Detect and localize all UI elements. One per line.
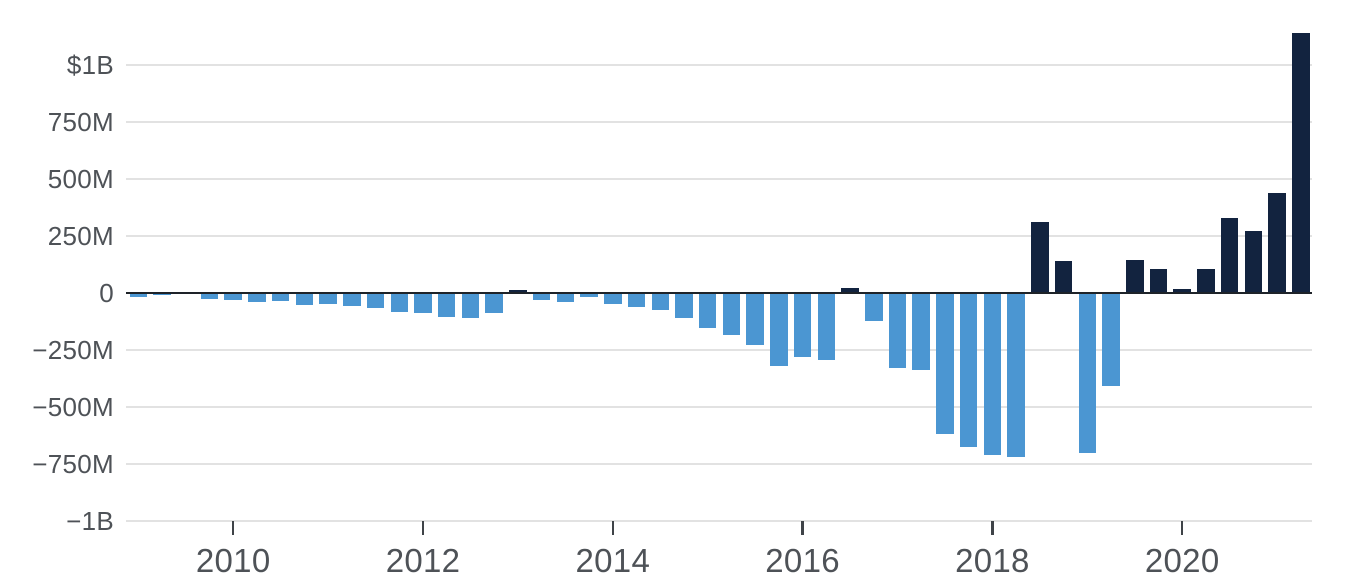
bar-2018-Q1[interactable] bbox=[983, 293, 1002, 455]
gridline-1000M bbox=[126, 64, 1312, 66]
bar-2015-Q1[interactable] bbox=[698, 293, 717, 329]
x-tick-2010 bbox=[231, 521, 235, 535]
bar-2016-Q2[interactable] bbox=[817, 293, 836, 360]
x-tick-2014 bbox=[611, 521, 615, 535]
bar-2016-Q3[interactable] bbox=[841, 288, 859, 293]
zero-axis-line bbox=[126, 291, 1312, 295]
bar-2013-Q2[interactable] bbox=[532, 293, 551, 300]
bar-2011-Q3[interactable] bbox=[366, 293, 385, 308]
x-tick-2016 bbox=[801, 521, 804, 535]
x-tick-2012 bbox=[421, 521, 425, 535]
x-tick-2018 bbox=[991, 521, 994, 535]
bar-2012-Q3[interactable] bbox=[461, 293, 480, 319]
bar-2014-Q4[interactable] bbox=[675, 293, 693, 318]
bar-2009-Q1[interactable] bbox=[129, 293, 148, 297]
bar-2017-Q1[interactable] bbox=[888, 293, 907, 369]
gridline-250M bbox=[126, 235, 1312, 237]
bar-2020-Q2[interactable] bbox=[1197, 269, 1215, 293]
y-axis-tick-label: 500M bbox=[47, 164, 114, 194]
bar-2013-Q1[interactable] bbox=[509, 290, 527, 293]
bar-2015-Q2[interactable] bbox=[722, 293, 741, 335]
y-axis-tick-label: −500M bbox=[32, 392, 114, 422]
gridline-750M bbox=[126, 121, 1312, 123]
bar-2011-Q2[interactable] bbox=[343, 293, 361, 307]
bar-2013-Q3[interactable] bbox=[556, 293, 575, 302]
x-axis-tick-label: 2012 bbox=[385, 542, 461, 579]
gridline-500M bbox=[126, 178, 1312, 180]
x-axis-tick-label: 2018 bbox=[955, 542, 1030, 579]
bar-2010-Q4[interactable] bbox=[295, 293, 314, 305]
bar-2017-Q2[interactable] bbox=[912, 293, 930, 370]
bar-2019-Q1[interactable] bbox=[1078, 293, 1097, 454]
bar-2012-Q4[interactable] bbox=[485, 293, 503, 314]
bar-2012-Q2[interactable] bbox=[437, 293, 456, 318]
bar-2018-Q3[interactable] bbox=[1031, 221, 1049, 293]
bar-2010-Q1[interactable] bbox=[224, 293, 242, 300]
y-axis-tick-label: $1B bbox=[66, 50, 114, 80]
bar-2017-Q3[interactable] bbox=[936, 293, 954, 435]
bar-2014-Q1[interactable] bbox=[604, 293, 622, 305]
bar-2017-Q4[interactable] bbox=[959, 293, 978, 447]
bar-2014-Q3[interactable] bbox=[651, 293, 669, 311]
bar-2009-Q4[interactable] bbox=[200, 293, 219, 299]
y-axis-tick-label: 750M bbox=[47, 107, 114, 137]
bar-2014-Q2[interactable] bbox=[627, 293, 646, 308]
gridline--1000M bbox=[126, 520, 1312, 522]
bar-2020-Q1[interactable] bbox=[1173, 289, 1191, 293]
x-axis-tick-label: 2010 bbox=[195, 542, 271, 579]
bar-2019-Q3[interactable] bbox=[1126, 260, 1144, 293]
bar-2021-Q1[interactable] bbox=[1268, 193, 1286, 293]
bar-2012-Q1[interactable] bbox=[414, 293, 432, 314]
x-tick-2020 bbox=[1180, 521, 1184, 535]
y-axis-tick-label: −1B bbox=[66, 506, 114, 536]
bar-2015-Q4[interactable] bbox=[770, 293, 788, 367]
bar-2013-Q4[interactable] bbox=[580, 293, 598, 297]
bar-2010-Q2[interactable] bbox=[248, 293, 266, 302]
y-axis-tick-label: −250M bbox=[32, 335, 114, 365]
bar-2018-Q2[interactable] bbox=[1007, 293, 1025, 457]
bar-2020-Q3[interactable] bbox=[1220, 217, 1239, 293]
x-axis-tick-label: 2014 bbox=[575, 542, 651, 579]
x-axis-tick-label: 2016 bbox=[765, 542, 840, 579]
bar-2016-Q1[interactable] bbox=[793, 293, 812, 358]
bar-2021-Q2[interactable] bbox=[1292, 32, 1310, 293]
bar-2011-Q1[interactable] bbox=[319, 293, 337, 305]
y-axis-tick-label: 0 bbox=[99, 278, 114, 308]
bar-2010-Q3[interactable] bbox=[271, 293, 290, 301]
bar-2018-Q4[interactable] bbox=[1054, 261, 1073, 293]
bar-2019-Q2[interactable] bbox=[1102, 293, 1120, 387]
x-axis-tick-label: 2020 bbox=[1144, 542, 1220, 579]
y-axis-tick-label: −750M bbox=[32, 449, 114, 479]
bar-2019-Q4[interactable] bbox=[1149, 269, 1168, 293]
gridline--750M bbox=[126, 463, 1312, 465]
gridline--250M bbox=[126, 349, 1312, 351]
y-axis-tick-label: 250M bbox=[47, 221, 114, 251]
gridline--500M bbox=[126, 406, 1312, 408]
bar-2020-Q4[interactable] bbox=[1244, 231, 1263, 293]
bar-2015-Q3[interactable] bbox=[746, 293, 764, 346]
bar-2011-Q4[interactable] bbox=[390, 293, 409, 312]
bar-2016-Q4[interactable] bbox=[865, 293, 883, 321]
